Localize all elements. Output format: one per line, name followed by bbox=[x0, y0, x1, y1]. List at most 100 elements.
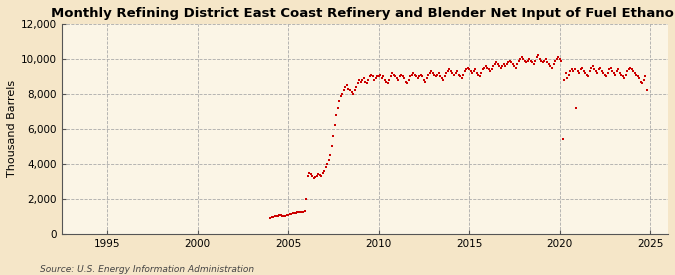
Point bbox=[498, 62, 509, 66]
Point bbox=[631, 72, 642, 77]
Point bbox=[504, 59, 515, 63]
Point bbox=[304, 170, 315, 175]
Point bbox=[288, 211, 298, 216]
Point bbox=[337, 92, 348, 96]
Point bbox=[541, 57, 551, 61]
Point bbox=[593, 67, 604, 72]
Point bbox=[412, 76, 423, 80]
Point bbox=[423, 72, 434, 77]
Point bbox=[614, 71, 625, 75]
Point bbox=[378, 74, 389, 79]
Point bbox=[425, 71, 435, 75]
Point bbox=[485, 69, 495, 73]
Point bbox=[272, 213, 283, 218]
Point bbox=[284, 212, 295, 216]
Point bbox=[268, 214, 279, 219]
Point bbox=[595, 65, 605, 70]
Point bbox=[599, 72, 610, 77]
Point bbox=[596, 69, 607, 73]
Text: Source: U.S. Energy Information Administration: Source: U.S. Energy Information Administ… bbox=[40, 265, 254, 274]
Point bbox=[322, 162, 333, 166]
Point bbox=[443, 69, 454, 73]
Point bbox=[305, 172, 316, 177]
Point bbox=[495, 65, 506, 70]
Point bbox=[580, 71, 591, 75]
Point bbox=[361, 81, 372, 86]
Point bbox=[510, 65, 521, 70]
Point bbox=[382, 81, 393, 86]
Point bbox=[388, 72, 399, 77]
Point bbox=[381, 79, 392, 84]
Point bbox=[366, 72, 377, 77]
Point bbox=[355, 79, 366, 84]
Point bbox=[605, 65, 616, 70]
Point bbox=[334, 99, 345, 103]
Point bbox=[591, 69, 601, 73]
Point bbox=[516, 55, 527, 59]
Point bbox=[508, 62, 518, 66]
Point bbox=[369, 78, 379, 82]
Point bbox=[354, 78, 364, 82]
Point bbox=[512, 62, 522, 66]
Point bbox=[313, 172, 324, 177]
Point bbox=[482, 65, 493, 70]
Point bbox=[625, 65, 636, 70]
Point bbox=[620, 72, 631, 77]
Point bbox=[521, 60, 532, 65]
Point bbox=[441, 71, 452, 75]
Point bbox=[339, 88, 350, 93]
Point bbox=[346, 90, 357, 94]
Point bbox=[294, 210, 304, 214]
Point bbox=[373, 74, 384, 79]
Point bbox=[622, 69, 632, 73]
Point bbox=[587, 64, 598, 68]
Point bbox=[641, 88, 652, 93]
Point bbox=[486, 67, 497, 72]
Point bbox=[569, 67, 580, 72]
Point bbox=[286, 212, 296, 216]
Point bbox=[518, 57, 529, 61]
Point bbox=[547, 65, 558, 70]
Point bbox=[497, 64, 508, 68]
Point bbox=[576, 65, 587, 70]
Point bbox=[438, 78, 449, 82]
Point bbox=[585, 69, 595, 73]
Point bbox=[433, 71, 444, 75]
Point bbox=[618, 74, 628, 79]
Point bbox=[435, 74, 446, 79]
Point bbox=[317, 170, 328, 175]
Point bbox=[417, 74, 428, 79]
Point bbox=[488, 64, 499, 68]
Point bbox=[396, 72, 406, 77]
Point bbox=[598, 71, 609, 75]
Point bbox=[404, 78, 414, 82]
Point bbox=[415, 72, 426, 77]
Point bbox=[384, 78, 395, 82]
Point bbox=[271, 214, 281, 218]
Point bbox=[321, 165, 331, 170]
Point bbox=[479, 65, 489, 70]
Point bbox=[331, 113, 342, 117]
Point bbox=[447, 71, 458, 75]
Point bbox=[553, 55, 564, 59]
Point bbox=[420, 79, 431, 84]
Point bbox=[533, 53, 544, 57]
Point bbox=[343, 86, 354, 91]
Point bbox=[295, 210, 306, 214]
Point bbox=[557, 137, 568, 142]
Point bbox=[607, 69, 618, 73]
Point bbox=[333, 106, 344, 110]
Point bbox=[452, 69, 462, 73]
Point bbox=[349, 88, 360, 93]
Point bbox=[624, 67, 634, 72]
Point bbox=[292, 210, 302, 214]
Point bbox=[387, 71, 398, 75]
Point bbox=[325, 153, 335, 157]
Point bbox=[328, 134, 339, 138]
Point bbox=[634, 76, 645, 80]
Point bbox=[556, 59, 566, 63]
Point bbox=[418, 78, 429, 82]
Point bbox=[450, 71, 461, 75]
Point bbox=[545, 64, 556, 68]
Point bbox=[471, 71, 482, 75]
